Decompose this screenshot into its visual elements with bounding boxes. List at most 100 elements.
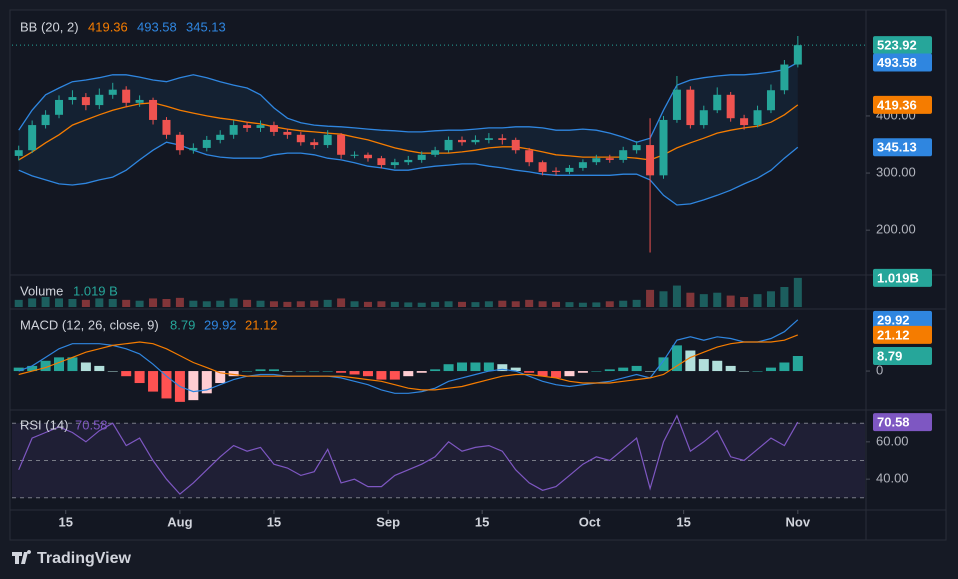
volume-bar (659, 291, 668, 307)
histogram-bar (618, 367, 629, 372)
histogram-bar (228, 371, 239, 377)
volume-bar (108, 299, 117, 307)
histogram-bar (577, 371, 588, 373)
series-line (18, 319, 799, 394)
histogram-bar (201, 371, 212, 394)
volume-bar (377, 301, 386, 307)
histogram-bar (443, 364, 454, 372)
brand-logo: TradingView (12, 550, 132, 567)
candle-body (41, 114, 50, 126)
histogram-bar (54, 357, 65, 372)
volume-bar (699, 294, 708, 307)
candle-body (458, 139, 467, 143)
histogram-bar (712, 360, 723, 372)
volume-bar (592, 302, 601, 307)
candle-body (740, 118, 749, 126)
candle-body (337, 134, 346, 155)
bb-middle (18, 102, 799, 161)
price-tag-label: 21.12 (877, 327, 910, 342)
histogram-bar (80, 362, 91, 372)
volume-bar (780, 287, 789, 307)
price-tag (873, 347, 932, 366)
candle-body (713, 94, 722, 111)
price-tag (873, 138, 932, 157)
histogram-bar (148, 371, 159, 392)
volume-bar (81, 299, 90, 307)
volume-bar (740, 297, 749, 307)
candle-body (269, 125, 278, 132)
histogram-bar (349, 371, 360, 375)
histogram-bar (430, 369, 441, 372)
price-tag-label: 70.58 (877, 415, 910, 430)
x-tick-label: 15 (267, 514, 281, 529)
x-tick-label: Oct (579, 514, 601, 529)
histogram-bar (752, 371, 763, 372)
volume-bar (431, 301, 440, 307)
volume-bar (135, 300, 144, 307)
candle-body (189, 147, 198, 151)
candle-body (753, 110, 762, 126)
candle-body (229, 125, 238, 135)
candle-body (444, 139, 453, 151)
candle-body (552, 170, 561, 172)
price-tag (873, 36, 932, 55)
histogram-bar (685, 350, 696, 372)
price-tag-label: 8.79 (877, 348, 902, 363)
y-tick-label: 0 (876, 362, 883, 377)
histogram-bar (765, 367, 776, 372)
candle-body (14, 150, 23, 156)
histogram-bar (524, 371, 535, 373)
histogram-bar (188, 371, 199, 401)
x-tick-label: 15 (676, 514, 690, 529)
candle-body (672, 89, 681, 120)
x-tick-label: Sep (376, 514, 400, 529)
price-tag-label: 419.36 (877, 97, 917, 112)
candle-body (175, 134, 184, 151)
histogram-bar (403, 371, 414, 377)
volume-bar (41, 297, 50, 307)
series-line (18, 414, 799, 495)
candle-body (363, 154, 372, 159)
volume-bar (149, 298, 158, 307)
price-tag (873, 268, 932, 287)
histogram-bar (389, 371, 400, 380)
volume-bar (55, 298, 64, 307)
volume-bar (363, 301, 372, 307)
volume-bar (202, 301, 211, 307)
price-tag (873, 53, 932, 72)
histogram-bar (698, 359, 709, 372)
candle-body (149, 99, 158, 120)
volume-bar (484, 301, 493, 307)
bb-lower (18, 141, 799, 206)
legend-value: 345.13 (186, 19, 226, 34)
series-line (18, 334, 799, 391)
volume-bar (605, 301, 614, 307)
volume-bar (283, 301, 292, 307)
candle-body (55, 99, 64, 115)
histogram-bar (322, 371, 333, 372)
candle-body (726, 94, 735, 119)
candle-body (28, 125, 37, 151)
candle-body (350, 154, 359, 156)
histogram-bar (13, 367, 24, 372)
volume-bar (471, 302, 480, 307)
volume-bar (28, 298, 37, 307)
candle-body (565, 167, 574, 172)
y-tick-label: 60.00 (876, 433, 909, 448)
volume-bar (269, 301, 278, 307)
candle-body (390, 162, 399, 166)
logo-icon (12, 550, 32, 564)
candle-body (431, 150, 440, 155)
volume-bar (646, 289, 655, 307)
candle-body (592, 158, 601, 163)
candle-body (283, 131, 292, 135)
histogram-bar (739, 371, 750, 372)
price-tag (873, 310, 932, 329)
candle-body (659, 119, 668, 176)
histogram-bar (309, 371, 320, 372)
volume-bar (672, 285, 681, 307)
candle-body (699, 110, 708, 126)
legend-value: 8.79 (170, 317, 195, 332)
volume-bar (713, 292, 722, 307)
volume-bar (122, 299, 131, 307)
